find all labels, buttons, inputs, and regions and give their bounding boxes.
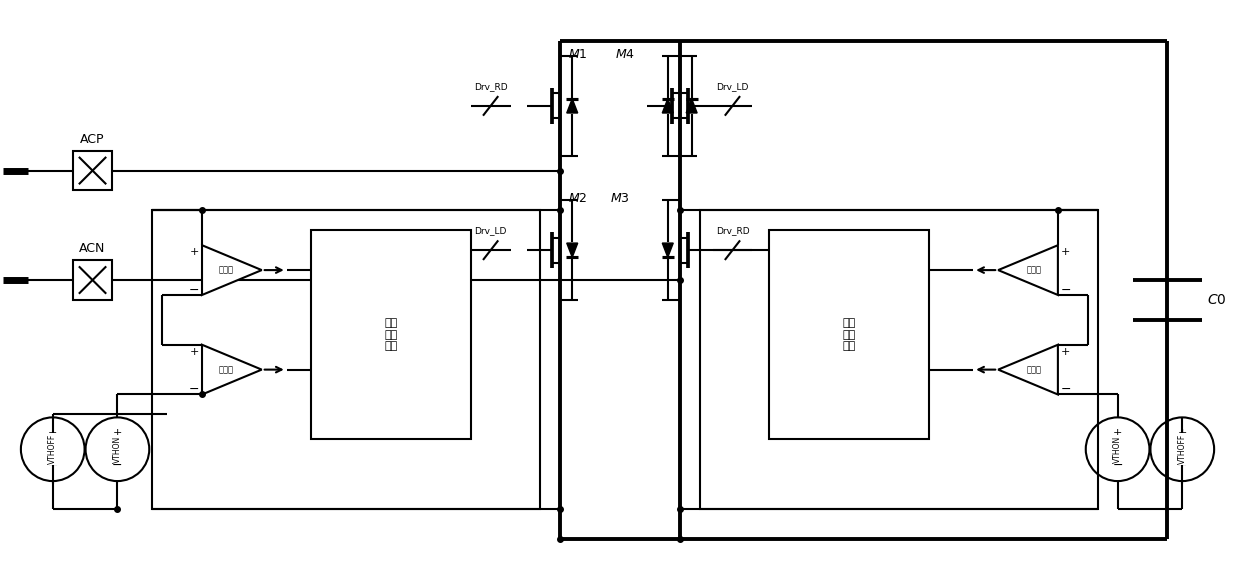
- Text: Drv_LD: Drv_LD: [717, 82, 749, 91]
- Text: −: −: [1061, 383, 1071, 396]
- Polygon shape: [202, 245, 262, 295]
- Text: 比较器: 比较器: [1027, 266, 1042, 274]
- Text: +: +: [1061, 347, 1070, 357]
- Polygon shape: [686, 99, 697, 113]
- Polygon shape: [998, 345, 1058, 394]
- Text: −: −: [1112, 459, 1123, 472]
- Text: −: −: [188, 383, 200, 396]
- Text: −: −: [1177, 459, 1188, 472]
- Bar: [699, 211, 1097, 509]
- Text: Drv_RD: Drv_RD: [715, 226, 749, 235]
- Text: $M3$: $M3$: [610, 192, 630, 205]
- Text: +: +: [190, 247, 200, 257]
- Text: VTHOFF: VTHOFF: [48, 434, 57, 465]
- Text: −: −: [188, 284, 200, 296]
- Text: $M4$: $M4$: [615, 48, 635, 61]
- Text: 比较器: 比较器: [218, 365, 233, 374]
- Polygon shape: [567, 243, 578, 258]
- Text: $M1$: $M1$: [568, 48, 588, 61]
- Text: +: +: [113, 428, 122, 438]
- Text: +: +: [1178, 428, 1187, 438]
- Text: −: −: [1061, 284, 1071, 296]
- Text: ACP: ACP: [81, 133, 105, 146]
- Text: +: +: [1061, 247, 1070, 257]
- Text: ACN: ACN: [79, 242, 105, 255]
- Text: $M2$: $M2$: [568, 192, 588, 205]
- Polygon shape: [662, 99, 673, 113]
- Text: Drv_RD: Drv_RD: [474, 82, 507, 91]
- Bar: [153, 211, 541, 509]
- Text: 比较器: 比较器: [218, 266, 233, 274]
- Text: +: +: [1114, 428, 1122, 438]
- Polygon shape: [202, 345, 262, 394]
- Text: +: +: [190, 347, 200, 357]
- Text: +: +: [48, 428, 57, 438]
- Bar: [311, 230, 471, 439]
- Text: VTHON: VTHON: [113, 436, 122, 463]
- Text: VTHON: VTHON: [1114, 436, 1122, 463]
- Bar: [769, 230, 929, 439]
- Text: 比较器: 比较器: [1027, 365, 1042, 374]
- Polygon shape: [998, 245, 1058, 295]
- Text: −: −: [47, 459, 58, 472]
- Text: VTHOFF: VTHOFF: [1178, 434, 1187, 465]
- Text: Drv_LD: Drv_LD: [475, 226, 507, 235]
- Bar: [73, 151, 113, 190]
- Bar: [73, 260, 113, 300]
- Text: 驱动
控制
电路: 驱动 控制 电路: [842, 318, 856, 351]
- Text: 驱动
控制
电路: 驱动 控制 电路: [384, 318, 398, 351]
- Text: −: −: [112, 459, 123, 472]
- Polygon shape: [662, 243, 673, 258]
- Text: $C0$: $C0$: [1208, 293, 1226, 307]
- Polygon shape: [567, 99, 578, 113]
